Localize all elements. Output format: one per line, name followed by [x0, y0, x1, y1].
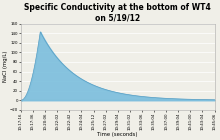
- X-axis label: Time (seconds): Time (seconds): [97, 131, 138, 136]
- Title: Specific Conductivity at the bottom of WT4
on 5/19/12: Specific Conductivity at the bottom of W…: [24, 4, 211, 23]
- Y-axis label: NaCl (mg/L): NaCl (mg/L): [4, 51, 9, 82]
